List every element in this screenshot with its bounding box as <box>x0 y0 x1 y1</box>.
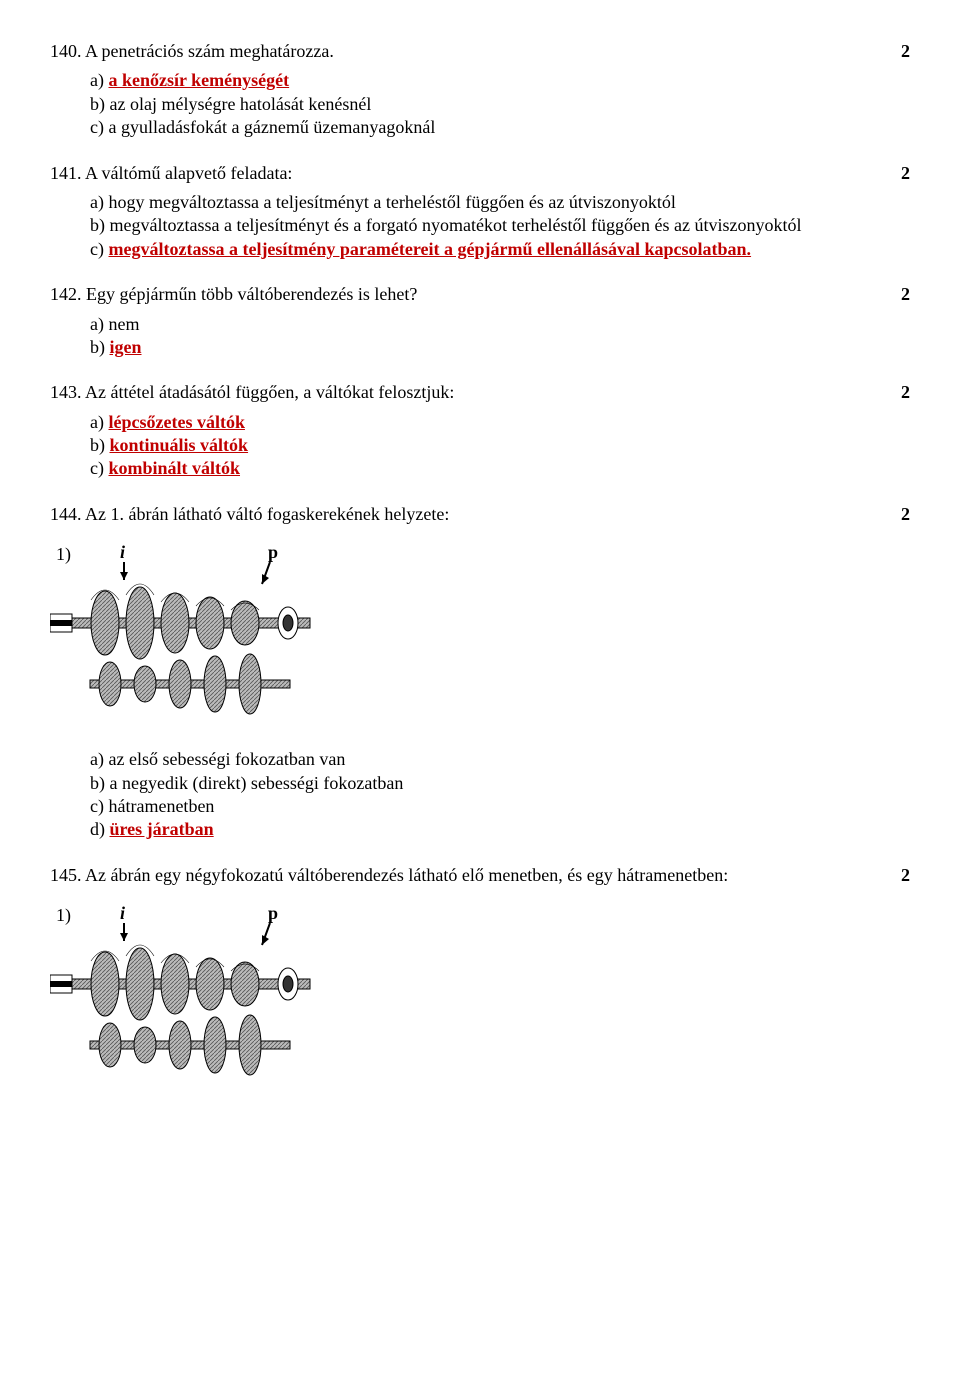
question-title: 140. A penetrációs szám meghatározza. <box>50 40 881 63</box>
question-header: 142. Egy gépjárműn több váltóberendezés … <box>50 283 910 306</box>
question-points: 2 <box>901 40 910 63</box>
question-title: 143. Az áttétel átadásától függően, a vá… <box>50 381 881 404</box>
option-correct-text: üres járatban <box>110 819 214 839</box>
question-points: 2 <box>901 503 910 526</box>
svg-text:p: p <box>268 903 278 923</box>
option-c: c) hátramenetben <box>90 795 910 818</box>
option-a: a) lépcsőzetes váltók <box>90 411 910 434</box>
svg-text:i: i <box>120 542 125 562</box>
option-correct-text: igen <box>110 337 142 357</box>
option-b: b) kontinuális váltók <box>90 434 910 457</box>
gearbox-figure-2: 1) i p <box>50 901 330 1081</box>
question-142: 142. Egy gépjárműn több váltóberendezés … <box>50 283 910 359</box>
options: a) az első sebességi fokozatban van b) a… <box>90 748 910 842</box>
svg-text:p: p <box>268 542 278 562</box>
figure-label: 1) <box>56 544 71 565</box>
option-b: b) az olaj mélységre hatolását kenésnél <box>90 93 910 116</box>
options: a) lépcsőzetes váltók b) kontinuális vál… <box>90 411 910 481</box>
question-points: 2 <box>901 864 910 887</box>
option-prefix: c) <box>90 458 108 478</box>
option-prefix: a) <box>90 412 108 432</box>
options: a) nem b) igen <box>90 313 910 360</box>
option-prefix: c) <box>90 239 108 259</box>
question-140: 140. A penetrációs szám meghatározza. 2 … <box>50 40 910 140</box>
question-141: 141. A váltómű alapvető feladata: 2 a) h… <box>50 162 910 262</box>
option-prefix: d) <box>90 819 110 839</box>
option-prefix: b) <box>90 435 110 455</box>
option-a: a) az első sebességi fokozatban van <box>90 748 910 771</box>
options: a) a kenőzsír keménységét b) az olaj mél… <box>90 69 910 139</box>
option-b: b) a negyedik (direkt) sebességi fokozat… <box>90 772 910 795</box>
question-145: 145. Az ábrán egy négyfokozatú váltóbere… <box>50 864 910 1081</box>
question-header: 143. Az áttétel átadásától függően, a vá… <box>50 381 910 404</box>
question-143: 143. Az áttétel átadásától függően, a vá… <box>50 381 910 481</box>
question-title: 141. A váltómű alapvető feladata: <box>50 162 881 185</box>
option-c: c) kombinált váltók <box>90 457 910 480</box>
question-title: 142. Egy gépjárműn több váltóberendezés … <box>50 283 881 306</box>
option-correct-text: kombinált váltók <box>108 458 240 478</box>
question-title: 145. Az ábrán egy négyfokozatú váltóbere… <box>50 864 881 887</box>
question-header: 145. Az ábrán egy négyfokozatú váltóbere… <box>50 864 910 887</box>
question-144: 144. Az 1. ábrán látható váltó fogaskere… <box>50 503 910 842</box>
option-correct-text: kontinuális váltók <box>110 435 249 455</box>
question-points: 2 <box>901 283 910 306</box>
question-title: 144. Az 1. ábrán látható váltó fogaskere… <box>50 503 881 526</box>
option-a: a) nem <box>90 313 910 336</box>
question-header: 141. A váltómű alapvető feladata: 2 <box>50 162 910 185</box>
options: a) hogy megváltoztassa a teljesítményt a… <box>90 191 910 261</box>
option-prefix: a) <box>90 70 108 90</box>
question-header: 144. Az 1. ábrán látható váltó fogaskere… <box>50 503 910 526</box>
option-b: b) igen <box>90 336 910 359</box>
svg-text:i: i <box>120 903 125 923</box>
option-a: a) hogy megváltoztassa a teljesítményt a… <box>90 191 910 214</box>
svg-text:1): 1) <box>56 905 71 926</box>
option-correct-text: lépcsőzetes váltók <box>108 412 244 432</box>
option-d: d) üres járatban <box>90 818 910 841</box>
option-prefix: b) <box>90 337 110 357</box>
option-c: c) a gyulladásfokát a gáznemű üzemanyago… <box>90 116 910 139</box>
question-points: 2 <box>901 381 910 404</box>
option-correct-text: megváltoztassa a teljesítmény paramétere… <box>108 239 751 259</box>
gearbox-figure-1: 1) i p <box>50 540 330 720</box>
option-b: b) megváltoztassa a teljesítményt és a f… <box>90 214 910 237</box>
option-correct-text: a kenőzsír keménységét <box>108 70 289 90</box>
question-points: 2 <box>901 162 910 185</box>
option-c: c) megváltoztassa a teljesítmény paramét… <box>90 238 910 261</box>
option-a: a) a kenőzsír keménységét <box>90 69 910 92</box>
question-header: 140. A penetrációs szám meghatározza. 2 <box>50 40 910 63</box>
